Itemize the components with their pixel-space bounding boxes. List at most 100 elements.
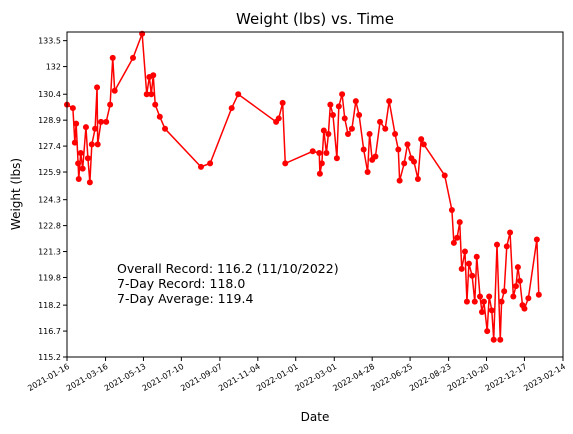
data-point — [318, 160, 325, 167]
data-point — [150, 72, 157, 79]
data-point — [352, 98, 359, 105]
data-point — [103, 118, 110, 125]
data-point — [309, 148, 316, 155]
data-point — [484, 328, 491, 335]
data-point — [516, 277, 523, 284]
data-point — [335, 103, 342, 110]
data-point — [512, 283, 519, 290]
data-point — [152, 101, 159, 108]
plot-frame — [66, 31, 564, 358]
data-point — [458, 265, 465, 272]
data-point — [486, 293, 493, 300]
data-point — [454, 234, 461, 241]
data-point — [477, 293, 484, 300]
annotation: Overall Record: 116.2 (11/10/2022) — [117, 261, 339, 276]
data-point — [207, 160, 214, 167]
chart-title: Weight (lbs) vs. Time — [236, 10, 394, 28]
data-point — [156, 113, 163, 120]
data-point — [323, 150, 330, 157]
data-point — [75, 175, 82, 182]
y-tick-label: 119.8 — [38, 273, 61, 282]
data-point — [420, 141, 427, 148]
x-axis-label: Date — [301, 410, 330, 424]
data-point — [488, 307, 495, 314]
annotation: 7-Day Average: 119.4 — [117, 291, 253, 306]
data-point — [348, 125, 355, 132]
y-tick-label: 130.4 — [38, 90, 61, 99]
data-point — [111, 87, 118, 94]
data-point — [501, 288, 508, 295]
data-point — [228, 105, 235, 112]
data-point — [372, 153, 379, 160]
data-point — [130, 54, 137, 61]
data-point — [327, 101, 334, 108]
y-axis-label: Weight (lbs) — [9, 158, 23, 230]
y-tick-label: 115.2 — [38, 353, 61, 362]
data-point — [418, 136, 425, 143]
data-point — [382, 125, 389, 132]
data-point — [82, 124, 89, 131]
data-point — [235, 91, 242, 98]
y-tick-label: 133.5 — [38, 37, 61, 46]
data-point — [478, 309, 485, 316]
data-point — [411, 158, 418, 165]
data-point — [498, 298, 505, 305]
y-tick-label: 128.9 — [38, 116, 61, 125]
data-point — [316, 150, 323, 157]
y-tick-label: 116.7 — [38, 327, 61, 336]
data-point — [404, 141, 411, 148]
data-point — [109, 54, 116, 61]
data-point — [521, 305, 528, 312]
data-point — [86, 179, 93, 186]
data-point — [465, 260, 472, 267]
data-point — [279, 99, 286, 106]
data-point — [360, 146, 367, 153]
data-point — [366, 130, 373, 137]
data-point — [441, 172, 448, 179]
data-point — [471, 298, 478, 305]
data-point — [377, 118, 384, 125]
data-point — [162, 125, 169, 132]
data-point — [473, 253, 480, 260]
data-point — [463, 298, 470, 305]
y-tick-label: 124.3 — [38, 196, 61, 205]
data-point — [345, 130, 352, 137]
data-point — [84, 155, 91, 162]
data-point — [339, 91, 346, 98]
y-tick-label: 121.3 — [38, 248, 61, 257]
data-point — [493, 241, 500, 248]
data-point — [356, 111, 363, 118]
data-point — [75, 160, 82, 167]
data-point — [448, 207, 455, 214]
data-point — [503, 243, 510, 250]
data-point — [333, 155, 340, 162]
y-tick-label: 125.9 — [38, 168, 61, 177]
data-point — [197, 163, 204, 170]
data-point — [94, 84, 101, 91]
data-point — [282, 160, 289, 167]
data-point — [490, 336, 497, 343]
data-point — [325, 130, 332, 137]
data-point — [450, 239, 457, 246]
data-point — [386, 98, 393, 105]
annotation: 7-Day Record: 118.0 — [117, 276, 245, 291]
data-point — [316, 170, 323, 177]
data-point — [71, 139, 78, 146]
data-line — [66, 33, 540, 340]
data-point — [107, 101, 114, 108]
data-point — [69, 105, 76, 112]
data-point — [497, 336, 504, 343]
data-point — [456, 219, 463, 226]
data-point — [329, 111, 336, 118]
data-point — [533, 236, 540, 243]
data-point — [535, 291, 542, 298]
data-point — [92, 125, 99, 132]
data-point — [88, 141, 95, 148]
data-point — [461, 248, 468, 255]
data-point — [275, 115, 282, 122]
data-point — [143, 91, 150, 98]
y-tick-label: 122.8 — [38, 222, 61, 231]
data-point — [514, 264, 521, 271]
